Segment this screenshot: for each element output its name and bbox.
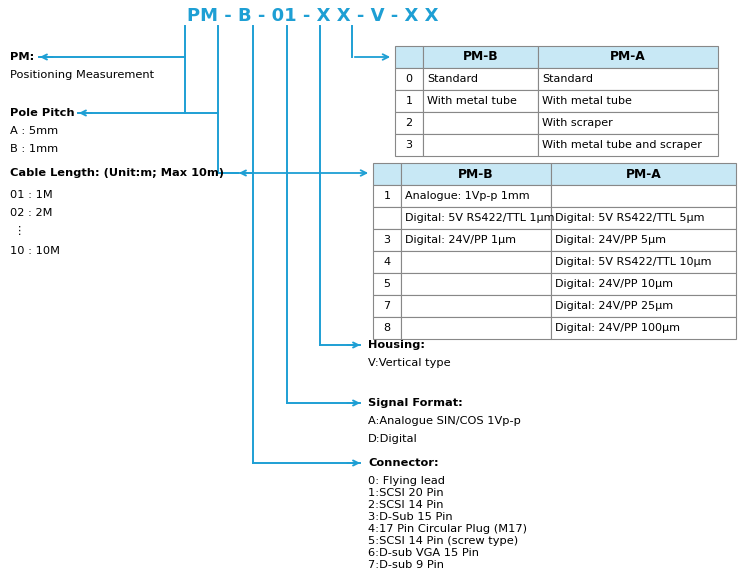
Bar xyxy=(401,251,551,273)
Text: Analogue: 1Vp-p 1mm: Analogue: 1Vp-p 1mm xyxy=(405,191,530,201)
Text: Digital: 24V/PP 25μm: Digital: 24V/PP 25μm xyxy=(555,301,674,311)
Text: ⋮: ⋮ xyxy=(14,226,26,236)
Bar xyxy=(401,163,551,185)
Bar xyxy=(373,229,401,251)
Text: Digital: 24V/PP 1μm: Digital: 24V/PP 1μm xyxy=(405,235,516,245)
Text: Pole Pitch: Pole Pitch xyxy=(10,108,74,118)
Bar xyxy=(401,317,551,339)
Text: 02 : 2M: 02 : 2M xyxy=(10,208,53,218)
Bar xyxy=(551,273,736,295)
Bar xyxy=(538,68,718,90)
Bar xyxy=(373,251,401,273)
Text: PM-A: PM-A xyxy=(626,168,662,181)
Bar xyxy=(538,90,718,112)
Bar xyxy=(373,273,401,295)
Text: Digital: 24V/PP 100μm: Digital: 24V/PP 100μm xyxy=(555,323,680,333)
Bar xyxy=(373,163,401,185)
Bar xyxy=(401,229,551,251)
Bar xyxy=(373,295,401,317)
Text: 01 : 1M: 01 : 1M xyxy=(10,190,53,200)
Text: Connector:: Connector: xyxy=(368,458,439,468)
Text: 3:D-Sub 15 Pin: 3:D-Sub 15 Pin xyxy=(368,512,452,522)
Text: 7:D-sub 9 Pin: 7:D-sub 9 Pin xyxy=(368,560,444,570)
Text: Standard: Standard xyxy=(427,74,478,84)
Bar xyxy=(423,68,538,90)
Text: With metal tube: With metal tube xyxy=(542,96,632,106)
Bar xyxy=(373,317,401,339)
Bar xyxy=(401,207,551,229)
Bar xyxy=(423,46,538,68)
Bar xyxy=(538,134,718,156)
Text: 7: 7 xyxy=(383,301,391,311)
Text: Digital: 5V RS422/TTL 5μm: Digital: 5V RS422/TTL 5μm xyxy=(555,213,704,223)
Bar xyxy=(538,112,718,134)
Text: A : 5mm: A : 5mm xyxy=(10,126,58,136)
Text: PM-B: PM-B xyxy=(458,168,494,181)
Bar xyxy=(395,112,423,134)
Text: 10 : 10M: 10 : 10M xyxy=(10,246,60,256)
Text: PM:: PM: xyxy=(10,52,34,62)
Bar xyxy=(551,229,736,251)
Text: Digital: 5V RS422/TTL 10μm: Digital: 5V RS422/TTL 10μm xyxy=(555,257,712,267)
Text: PM - B - 01 - X X - V - X X: PM - B - 01 - X X - V - X X xyxy=(188,7,439,25)
Text: PM-B: PM-B xyxy=(463,51,498,63)
Text: V:Vertical type: V:Vertical type xyxy=(368,358,451,368)
Text: With metal tube and scraper: With metal tube and scraper xyxy=(542,140,702,150)
Text: Digital: 24V/PP 5μm: Digital: 24V/PP 5μm xyxy=(555,235,666,245)
Text: D:Digital: D:Digital xyxy=(368,434,418,444)
Text: B : 1mm: B : 1mm xyxy=(10,144,58,154)
Bar xyxy=(373,185,401,207)
Bar xyxy=(551,207,736,229)
Text: Housing:: Housing: xyxy=(368,340,425,350)
Text: Positioning Measurement: Positioning Measurement xyxy=(10,70,154,80)
Text: 1: 1 xyxy=(406,96,412,106)
Text: 1: 1 xyxy=(383,191,391,201)
Text: A:Analogue SIN/COS 1Vp-p: A:Analogue SIN/COS 1Vp-p xyxy=(368,416,520,426)
Text: 1:SCSI 20 Pin: 1:SCSI 20 Pin xyxy=(368,488,444,498)
Bar xyxy=(423,90,538,112)
Bar xyxy=(538,46,718,68)
Text: Cable Length: (Unit:m; Max 10m): Cable Length: (Unit:m; Max 10m) xyxy=(10,168,224,178)
Bar xyxy=(401,273,551,295)
Text: With scraper: With scraper xyxy=(542,118,613,128)
Text: 5:SCSI 14 Pin (screw type): 5:SCSI 14 Pin (screw type) xyxy=(368,536,518,546)
Bar xyxy=(551,251,736,273)
Bar xyxy=(551,317,736,339)
Text: PM-A: PM-A xyxy=(610,51,646,63)
Text: 5: 5 xyxy=(383,279,391,289)
Bar xyxy=(551,185,736,207)
Bar xyxy=(395,68,423,90)
Text: 2: 2 xyxy=(406,118,412,128)
Bar xyxy=(395,134,423,156)
Bar xyxy=(423,112,538,134)
Bar xyxy=(395,46,423,68)
Text: 3: 3 xyxy=(406,140,412,150)
Text: 2:SCSI 14 Pin: 2:SCSI 14 Pin xyxy=(368,500,443,510)
Bar xyxy=(551,295,736,317)
Bar xyxy=(401,295,551,317)
Text: With metal tube: With metal tube xyxy=(427,96,517,106)
Text: Digital: 5V RS422/TTL 1μm: Digital: 5V RS422/TTL 1μm xyxy=(405,213,554,223)
Text: 0: 0 xyxy=(406,74,412,84)
Text: Signal Format:: Signal Format: xyxy=(368,398,463,408)
Text: 3: 3 xyxy=(383,235,391,245)
Text: 0: Flying lead: 0: Flying lead xyxy=(368,476,445,486)
Bar xyxy=(401,185,551,207)
Bar xyxy=(395,90,423,112)
Text: 4: 4 xyxy=(383,257,391,267)
Text: 8: 8 xyxy=(383,323,391,333)
Text: Digital: 24V/PP 10μm: Digital: 24V/PP 10μm xyxy=(555,279,673,289)
Text: 4:17 Pin Circular Plug (M17): 4:17 Pin Circular Plug (M17) xyxy=(368,524,527,534)
Bar xyxy=(551,163,736,185)
Bar xyxy=(423,134,538,156)
Text: 6:D-sub VGA 15 Pin: 6:D-sub VGA 15 Pin xyxy=(368,548,479,558)
Text: Standard: Standard xyxy=(542,74,593,84)
Bar xyxy=(373,207,401,229)
